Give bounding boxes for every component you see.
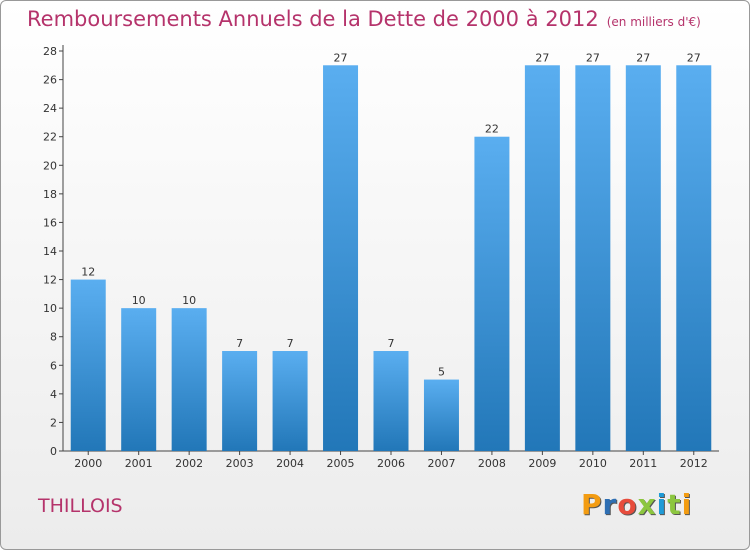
bar-2009	[524, 65, 560, 452]
x-tick-label: 2002	[175, 457, 203, 470]
bar-2008	[474, 136, 510, 451]
y-tick-label: 18	[43, 188, 57, 201]
x-tick-label: 2010	[579, 457, 607, 470]
logo-letter: t	[667, 488, 682, 521]
x-tick-label: 2000	[74, 457, 102, 470]
bar-2007	[423, 379, 459, 451]
data-label-2003: 7	[236, 337, 243, 350]
y-tick-label: 12	[43, 274, 57, 287]
data-label-2004: 7	[287, 337, 294, 350]
x-tick-label: 2009	[528, 457, 556, 470]
bar-2002	[171, 308, 207, 451]
data-label-2009: 27	[535, 51, 549, 64]
x-tick-label: 2011	[629, 457, 657, 470]
data-label-2005: 27	[334, 51, 348, 64]
x-tick-label: 2001	[125, 457, 153, 470]
data-label-2010: 27	[586, 51, 600, 64]
x-tick-label: 2006	[377, 457, 405, 470]
logo-letter: i	[656, 488, 668, 521]
bar-2005	[323, 65, 359, 452]
data-label-2002: 10	[182, 294, 196, 307]
x-tick-label: 2007	[427, 457, 455, 470]
bar-2006	[373, 351, 409, 451]
y-tick-label: 26	[43, 74, 57, 87]
y-tick-label: 16	[43, 216, 57, 229]
bar-2012	[676, 65, 712, 452]
x-tick-label: 2005	[327, 457, 355, 470]
chart-unit: (en milliers d'€)	[606, 15, 701, 29]
data-label-2012: 27	[687, 51, 701, 64]
proxiti-logo: Proxiti	[581, 488, 692, 521]
logo-letter: P	[581, 488, 603, 521]
chart-bars: 12 10 10 7 7 27 7 5 22 27 27 27 27	[70, 51, 712, 452]
commune-name: THILLOIS	[38, 495, 123, 517]
data-label-2008: 22	[485, 123, 499, 136]
x-tick-label: 2004	[276, 457, 304, 470]
y-tick-label: 6	[50, 359, 57, 372]
y-tick-label: 4	[50, 388, 57, 401]
y-tick-label: 2	[50, 416, 57, 429]
y-tick-label: 8	[50, 331, 57, 344]
bar-2010	[575, 65, 611, 452]
bar-2000	[70, 279, 106, 451]
x-tick-label: 2008	[478, 457, 506, 470]
chart-title: Remboursements Annuels de la Dette de 20…	[27, 7, 701, 31]
logo-letter: i	[681, 488, 693, 521]
logo-letter: x	[637, 488, 657, 521]
y-tick-label: 22	[43, 131, 57, 144]
logo-letter: r	[602, 488, 618, 521]
data-label-2011: 27	[636, 51, 650, 64]
y-tick-label: 14	[43, 245, 57, 258]
logo-letter: o	[617, 488, 638, 521]
bar-2003	[222, 351, 258, 451]
data-label-2000: 12	[81, 266, 95, 279]
bar-2011	[625, 65, 661, 452]
y-tick-label: 10	[43, 302, 57, 315]
y-tick-label: 0	[50, 445, 57, 458]
bar-2004	[272, 351, 308, 451]
bar-2001	[121, 308, 157, 451]
data-label-2001: 10	[132, 294, 146, 307]
x-tick-label: 2003	[226, 457, 254, 470]
data-label-2007: 5	[438, 366, 445, 379]
x-tick-label: 2012	[680, 457, 708, 470]
chart-title-text: Remboursements Annuels de la Dette de 20…	[27, 7, 599, 31]
y-tick-label: 28	[43, 45, 57, 58]
data-label-2006: 7	[388, 337, 395, 350]
y-tick-label: 20	[43, 159, 57, 172]
y-tick-label: 24	[43, 102, 57, 115]
